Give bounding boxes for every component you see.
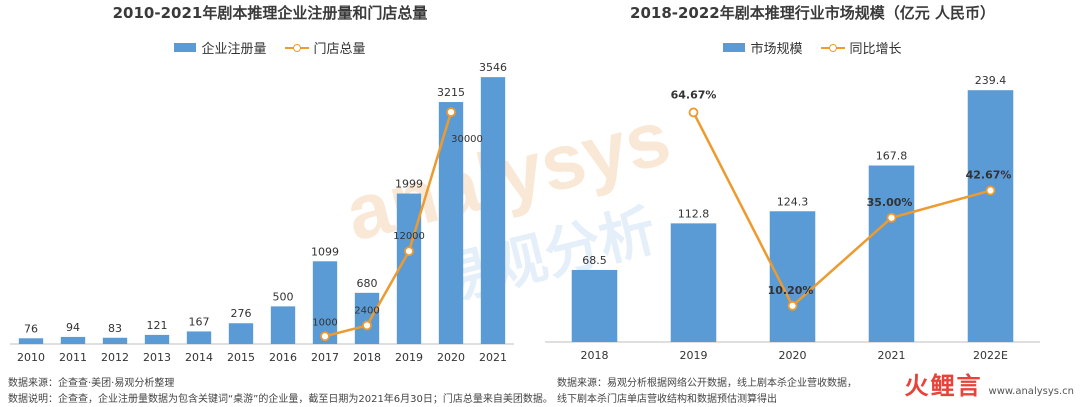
legend-bar-label: 企业注册量 bbox=[201, 42, 267, 57]
line-point-2022E bbox=[985, 185, 996, 196]
bar-label-2020: 3215 bbox=[437, 86, 465, 99]
line-label-2019: 64.67% bbox=[671, 88, 717, 101]
bar-label-2016: 500 bbox=[273, 290, 294, 303]
line-point-2020 bbox=[787, 300, 798, 311]
bar-label-2015: 276 bbox=[231, 307, 252, 320]
bar-label-2013: 121 bbox=[147, 319, 168, 332]
x-tick-2018: 2018 bbox=[353, 351, 381, 364]
line-point-2017 bbox=[320, 331, 330, 342]
right-note-method: 线下剧本杀门店单店营收结构和数据预估测算得出 bbox=[557, 394, 777, 405]
legend-item-line: 同比增长 bbox=[820, 38, 902, 57]
x-tick-2013: 2013 bbox=[143, 351, 171, 364]
legend-line-label: 同比增长 bbox=[849, 42, 902, 57]
legend-bar-label: 市场规模 bbox=[750, 42, 803, 57]
x-tick-2015: 2015 bbox=[227, 351, 255, 364]
legend-item-bar: 市场规模 bbox=[723, 38, 803, 57]
bar-2022E bbox=[967, 90, 1014, 342]
logo-url: www.analysys.cn bbox=[988, 386, 1074, 397]
x-tick-2012: 2012 bbox=[101, 351, 129, 364]
left-note-explanation: 数据说明：企查查，企业注册量数据为包含关键词“桌游”的企业量，截至日期为2021… bbox=[8, 394, 553, 405]
bar-2018 bbox=[354, 292, 380, 344]
bar-2019 bbox=[670, 223, 717, 342]
bar-2011 bbox=[60, 336, 86, 344]
bar-2016 bbox=[270, 306, 296, 344]
bar-label-2020: 124.3 bbox=[777, 195, 809, 208]
bar-2021 bbox=[480, 77, 506, 344]
right-chart-svg: 68.5 2018 112.8 2019 124.3 2020 167.8 2021 239.4… bbox=[545, 74, 1040, 362]
right-chart-title: 2018-2022年剧本推理行业市场规模（亿元 人民币） bbox=[630, 4, 995, 22]
bar-label-2012: 83 bbox=[108, 322, 122, 335]
legend-bar-swatch bbox=[723, 43, 746, 52]
bar-2019 bbox=[396, 193, 422, 344]
x-tick-2018: 2018 bbox=[581, 349, 609, 362]
x-tick-2020: 2020 bbox=[437, 351, 465, 364]
line-point-2018 bbox=[362, 320, 372, 331]
x-tick-2014: 2014 bbox=[185, 351, 213, 364]
bar-label-2019: 112.8 bbox=[678, 207, 710, 220]
bar-label-2011: 94 bbox=[66, 321, 80, 334]
left-chart-svg: 76 2010 94 2011 83 2012 121 2013 167 2014 276 2015 5… bbox=[10, 61, 514, 364]
left-chart-title: 2010-2021年剧本推理企业注册量和门店总量 bbox=[112, 4, 428, 22]
left-legend: 企业注册量 门店总量 bbox=[0, 38, 540, 57]
x-tick-2019: 2019 bbox=[395, 351, 423, 364]
line-label-2018: 2400 bbox=[354, 305, 379, 316]
bar-label-2019: 1999 bbox=[395, 178, 423, 191]
bar-label-2021: 167.8 bbox=[876, 149, 908, 162]
line-label-2020: 30000 bbox=[451, 134, 483, 145]
bar-label-2018: 680 bbox=[357, 277, 378, 290]
line-point-2019 bbox=[688, 107, 699, 118]
legend-line-label: 门店总量 bbox=[313, 42, 366, 57]
legend-line-swatch bbox=[284, 43, 309, 53]
left-chart-panel: 2010-2021年剧本推理企业注册量和门店总量 企业注册量 门店总量 76 20… bbox=[0, 4, 553, 405]
x-tick-2021: 2021 bbox=[479, 351, 507, 364]
legend-item-bar: 企业注册量 bbox=[174, 38, 267, 57]
x-tick-2011: 2011 bbox=[59, 351, 87, 364]
legend-bar-swatch bbox=[174, 43, 197, 52]
bar-label-2014: 167 bbox=[189, 315, 210, 328]
bar-label-2022E: 239.4 bbox=[975, 74, 1007, 87]
line-point-2019 bbox=[404, 246, 414, 257]
x-tick-2020: 2020 bbox=[779, 349, 807, 362]
line-label-2017: 1000 bbox=[312, 317, 337, 328]
bar-2013 bbox=[144, 334, 170, 344]
x-tick-2016: 2016 bbox=[269, 351, 297, 364]
x-tick-2017: 2017 bbox=[311, 351, 339, 364]
legend-item-line: 门店总量 bbox=[284, 38, 366, 57]
right-legend: 市场规模 同比增长 bbox=[545, 38, 1080, 57]
legend-line-swatch bbox=[820, 43, 845, 53]
line-series-path bbox=[692, 111, 991, 308]
x-tick-2022E: 2022E bbox=[973, 349, 1008, 362]
line-label-2022E: 42.67% bbox=[966, 169, 1012, 182]
x-tick-2010: 2010 bbox=[17, 351, 45, 364]
x-tick-2019: 2019 bbox=[680, 349, 708, 362]
bar-2021 bbox=[868, 165, 915, 342]
bar-label-2018: 68.5 bbox=[582, 254, 607, 267]
bar-label-2021: 3546 bbox=[479, 61, 507, 74]
footer-logo: 火鲤言 www.analysys.cn bbox=[905, 366, 1074, 401]
line-label-2019: 12000 bbox=[393, 231, 425, 242]
bar-2017 bbox=[312, 261, 338, 344]
bar-label-2010: 76 bbox=[24, 322, 38, 335]
bar-2015 bbox=[228, 323, 254, 344]
line-label-2021: 35.00% bbox=[867, 196, 913, 209]
bar-2018 bbox=[571, 269, 618, 342]
left-note-source: 数据来源：企查查·美团·易观分析整理 bbox=[8, 378, 175, 389]
bar-2014 bbox=[186, 331, 212, 344]
right-chart-panel: 2018-2022年剧本推理行业市场规模（亿元 人民币） 市场规模 同比增长 6… bbox=[545, 0, 1080, 407]
line-label-2020: 10.20% bbox=[768, 284, 814, 297]
bar-label-2017: 1099 bbox=[311, 245, 339, 258]
line-series-path bbox=[324, 111, 453, 338]
line-point-2021 bbox=[886, 212, 897, 223]
logo-text: 火鲤言 bbox=[904, 372, 983, 400]
line-point-2020 bbox=[446, 107, 456, 118]
bar-2010 bbox=[18, 338, 44, 344]
bar-2012 bbox=[102, 337, 128, 344]
x-tick-2021: 2021 bbox=[878, 349, 906, 362]
right-note-source: 数据来源：易观分析根据网络公开数据，线上剧本杀企业营收数据， bbox=[557, 378, 857, 389]
